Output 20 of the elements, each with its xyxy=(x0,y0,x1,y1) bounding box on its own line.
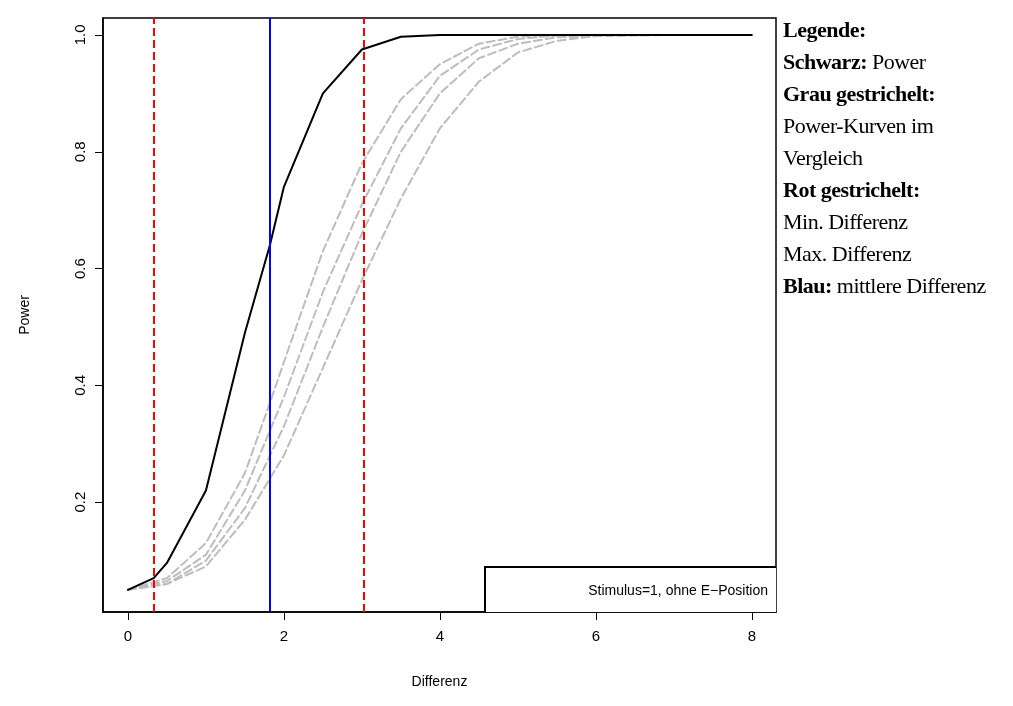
x-tick-label: 2 xyxy=(279,627,289,644)
text: Legende: xyxy=(783,17,866,42)
x-axis-title: Differenz xyxy=(411,673,468,689)
text: Max. Differenz xyxy=(783,240,913,268)
x-tick-label: 0 xyxy=(123,627,133,644)
text: Rot gestrichelt: xyxy=(783,177,920,202)
x-tick-label: 8 xyxy=(747,627,756,644)
caption-box: Stimulus=1, ohne E−Position xyxy=(484,566,776,612)
y-tick-label: 0.2 xyxy=(71,491,88,513)
text: Min. Differenz xyxy=(783,208,909,236)
text: Blau: mittlere Differenz xyxy=(783,272,987,300)
y-tick-label: 0.4 xyxy=(71,374,88,396)
y-axis-title: Power xyxy=(16,294,32,335)
text: Grau gestrichelt: Power-Kurven im Vergleich xyxy=(783,80,937,172)
text: Schwarz: Power xyxy=(783,48,927,76)
x-tick-label: 4 xyxy=(435,627,445,644)
x-tick-label: 6 xyxy=(591,627,601,644)
y-tick-label: 0.8 xyxy=(71,141,88,163)
y-tick-label: 0.6 xyxy=(71,258,88,279)
y-tick-label: 1.0 xyxy=(71,24,88,46)
